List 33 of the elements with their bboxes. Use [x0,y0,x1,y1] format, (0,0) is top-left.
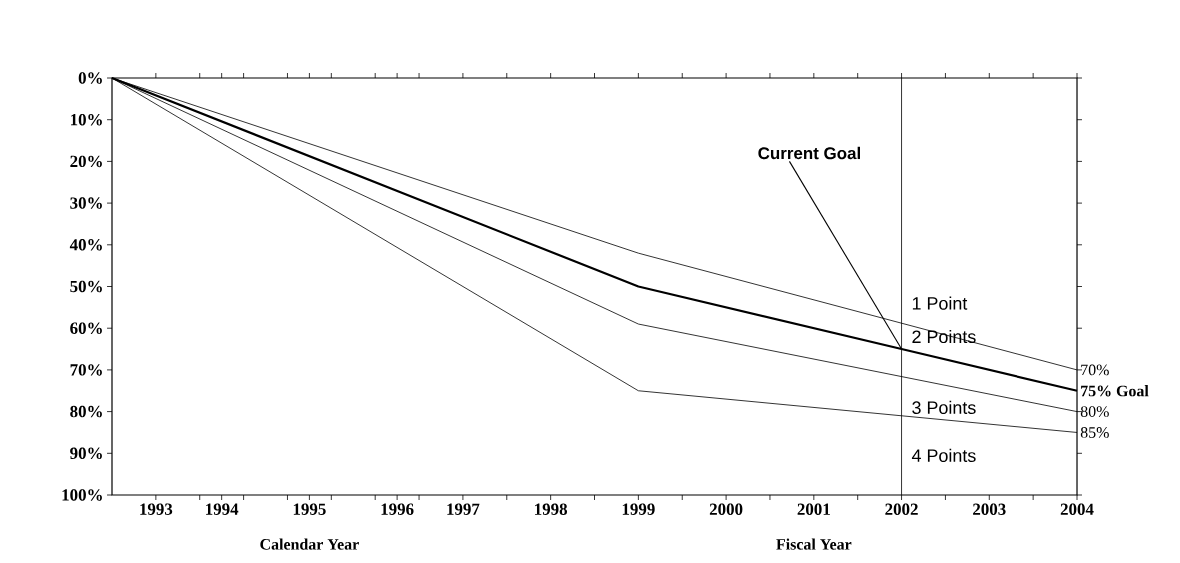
series-label: 75% Goal [1081,385,1149,397]
annotation: 1 Point [912,296,968,310]
x-tick-label: 1995 [293,503,326,515]
x-tick-label: 2002 [885,503,918,515]
legend-label: 70% [1081,364,1109,376]
y-tick-label: 60% [70,322,102,334]
y-tick-label: 100% [62,489,102,501]
y-tick-label: 40% [69,239,102,251]
annotation: 3 Points [912,400,976,415]
y-tick-label: 80% [70,405,102,418]
annotation: Current Goal [758,146,860,160]
x-tick-label: 2000 [709,503,743,515]
y-tick-label: 20% [70,155,102,168]
y-tick-label: 70% [70,364,102,376]
y-tick-label: 10% [71,113,102,126]
y-tick-label: 50% [70,280,102,293]
x-tick-label: 1997 [447,503,480,515]
x-tick-label: 2003 [973,503,1006,515]
x-tick-label: 1994 [206,503,239,515]
series-label: 85% [1080,427,1109,438]
x-tick-label: 2004 [1060,503,1094,515]
x-tick-label: 1998 [535,503,568,515]
text: Calendar Year [260,538,359,550]
x-tick-label: 2001 [797,503,830,515]
y-tick-label: 30% [70,197,102,209]
legend-label: 80% [1080,406,1109,417]
x-tick-label: 1996 [381,503,414,515]
x-tick-label: 1999 [622,503,655,515]
text: Fiscal Year [776,538,852,550]
y-tick-label: 90% [70,447,102,460]
annotation: 4 Points [911,448,976,462]
y-tick-label: 0% [78,72,102,84]
x-tick-label: 1993 [140,503,173,515]
